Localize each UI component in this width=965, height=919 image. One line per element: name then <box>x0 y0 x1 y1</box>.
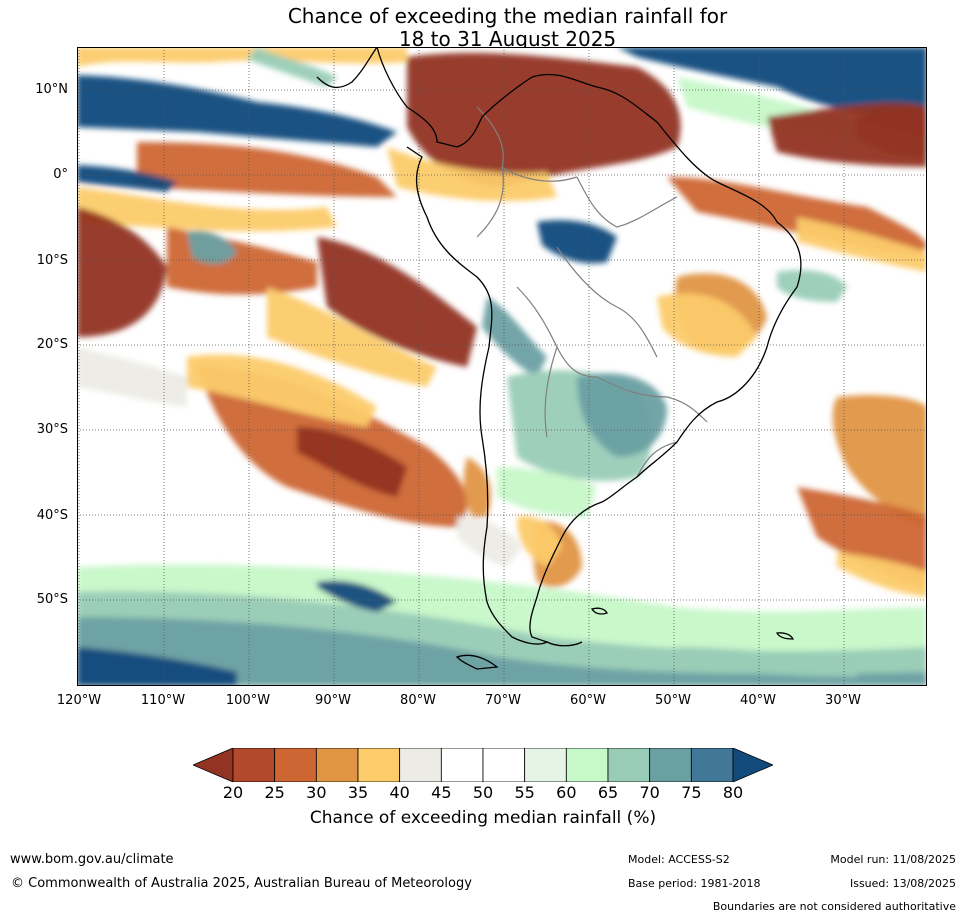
lat-label-40s: 40°S <box>36 508 68 523</box>
lon-label-110w: 110°W <box>140 693 186 708</box>
lon-label-60w: 60°W <box>570 693 606 708</box>
lon-label-40w: 40°W <box>740 693 776 708</box>
colorbar-tick-label: 45 <box>431 783 452 802</box>
colorbar-tick-label: 30 <box>306 783 327 802</box>
colorbar-cell <box>399 748 442 782</box>
lat-label-20s: 20°S <box>36 337 68 352</box>
colorbar-tick-label: 50 <box>472 783 494 802</box>
probability-field <box>77 47 927 686</box>
map-title-line-1: Chance of exceeding the median rainfall … <box>287 4 728 28</box>
graticule <box>77 47 927 686</box>
lat-label-10s: 10°S <box>36 253 68 268</box>
colorbar-cell <box>524 748 567 782</box>
colorbar-tick-label: 65 <box>597 783 619 802</box>
colorbar-cell <box>315 748 359 782</box>
colorbar-extend-low <box>193 748 234 782</box>
base-period: Base period: 1981-2018 <box>628 877 761 890</box>
lat-label-10n: 10°N <box>35 82 68 97</box>
issued-date: Issued: 13/08/2025 <box>849 877 956 890</box>
colorbar-cell <box>565 748 609 782</box>
map-canvas <box>77 47 927 686</box>
model-run-date: Model run: 11/08/2025 <box>830 853 956 866</box>
model-name: Model: ACCESS-S2 <box>628 853 730 866</box>
colorbar-tick-label: 35 <box>347 783 369 802</box>
colorbar-tick-label: 55 <box>514 783 535 802</box>
colorbar-tick-label: 40 <box>389 783 410 802</box>
bom-url: www.bom.gov.au/climate <box>10 852 174 867</box>
lat-label-0: 0° <box>53 167 68 182</box>
lon-label-90w: 90°W <box>315 693 351 708</box>
colorbar-cell <box>232 748 276 782</box>
colorbar-tick-label: 80 <box>722 783 744 802</box>
colorbar-tick-label: 25 <box>264 783 285 802</box>
map-title-line-2: 18 to 31 August 2025 <box>398 27 617 51</box>
rainfall-probability-map <box>77 47 927 686</box>
lon-label-100w: 100°W <box>225 693 271 708</box>
colorbar-extend-high <box>732 748 773 782</box>
lat-label-30s: 30°S <box>36 422 68 437</box>
colorbar-cell <box>607 748 651 782</box>
lon-label-70w: 70°W <box>485 693 521 708</box>
lat-label-50s: 50°S <box>36 592 68 607</box>
colorbar-tick-label: 70 <box>639 783 660 802</box>
colorbar-cell <box>649 748 692 782</box>
country-borders <box>476 106 708 478</box>
colorbar-tick-label: 20 <box>222 783 244 802</box>
lon-label-120w: 120°W <box>56 693 102 708</box>
colorbar-tick-label: 75 <box>681 783 702 802</box>
colorbar-label: Chance of exceeding median rainfall (%) <box>309 808 657 828</box>
lon-label-30w: 30°W <box>825 693 861 708</box>
lon-label-50w: 50°W <box>655 693 691 708</box>
colorbar-cell <box>482 748 526 782</box>
colorbar-legend <box>193 748 773 782</box>
lon-label-80w: 80°W <box>400 693 436 708</box>
colorbar-cell <box>357 748 401 782</box>
copyright-notice: © Commonwealth of Australia 2025, Austra… <box>11 876 472 891</box>
colorbar-cell <box>440 748 484 782</box>
colorbar-tick-label: 60 <box>556 783 577 802</box>
map-border <box>77 47 927 686</box>
colorbar-cell <box>690 748 734 782</box>
boundaries-disclaimer: Boundaries are not considered authoritat… <box>712 900 956 913</box>
coastline <box>316 47 802 670</box>
colorbar-cell <box>274 748 317 782</box>
